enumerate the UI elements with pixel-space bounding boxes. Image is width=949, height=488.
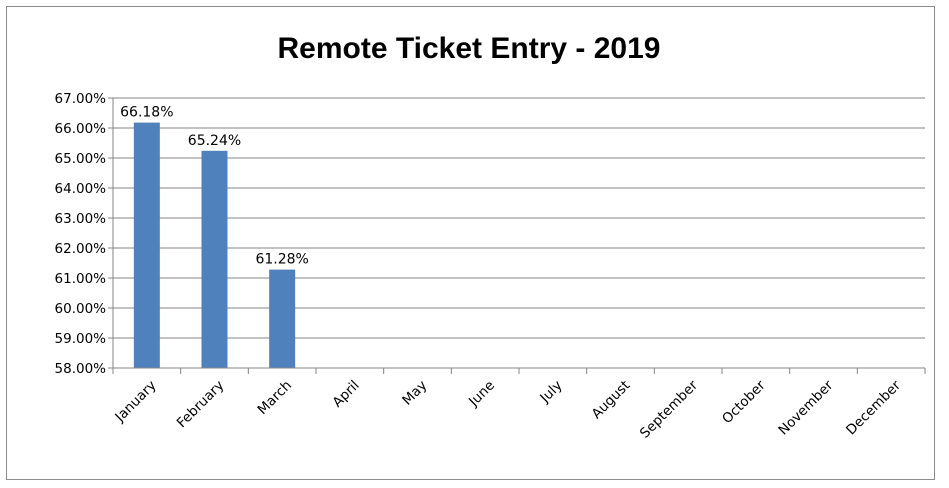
x-category-label: March (255, 378, 295, 418)
x-category-label: December (843, 377, 904, 438)
y-tick-label: 64.00% (55, 181, 107, 197)
y-tick-label: 58.00% (55, 361, 107, 377)
x-category-label: February (174, 378, 228, 432)
x-category-label: August (589, 378, 634, 423)
y-tick-label: 63.00% (55, 211, 107, 227)
y-tick-label: 61.00% (55, 271, 107, 287)
data-label: 66.18% (120, 105, 173, 121)
chart-title: Remote Ticket Entry - 2019 (278, 32, 661, 65)
x-category-label: October (719, 377, 769, 427)
y-tick-label: 65.00% (55, 151, 107, 167)
gridlines (113, 97, 925, 339)
x-category-label: April (330, 378, 363, 411)
data-labels: 66.18% 65.24% 61.28% (120, 105, 309, 268)
x-category-label: July (536, 378, 565, 407)
bar (269, 269, 296, 368)
y-tick-label: 67.00% (55, 91, 107, 107)
bar (133, 122, 160, 368)
bar (201, 150, 228, 368)
y-axis-tick-labels: 58.00% 59.00% 60.00% 61.00% 62.00% 63.00% 64.0… (55, 91, 107, 377)
x-category-label: June (465, 378, 498, 411)
x-category-label: November (775, 377, 836, 438)
axes (108, 97, 926, 374)
y-tick-label: 66.00% (55, 121, 107, 137)
y-tick-label: 62.00% (55, 241, 107, 257)
x-axis-category-labels: January February March April May June July Augu… (111, 377, 904, 441)
x-category-label: January (111, 378, 159, 426)
y-tick-label: 60.00% (55, 301, 107, 317)
x-category-label: September (637, 377, 701, 441)
data-label: 65.24% (188, 133, 241, 149)
chart-frame (6, 6, 935, 480)
y-tick-label: 59.00% (55, 331, 107, 347)
data-label: 61.28% (255, 252, 308, 268)
bars (133, 122, 296, 368)
x-category-label: May (399, 378, 430, 409)
